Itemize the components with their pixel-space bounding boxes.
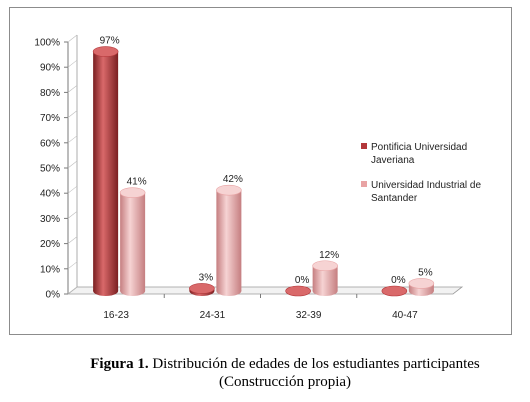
bar-40-47-series1 — [381, 285, 408, 297]
y-tick-label: 90% — [40, 63, 60, 74]
y-tick-depth — [67, 85, 78, 93]
y-tick-depth — [67, 59, 78, 68]
data-label: 5% — [418, 267, 433, 278]
x-tick-label: 16-23 — [103, 310, 129, 321]
y-tick-depth — [67, 211, 78, 219]
y-tick-depth — [67, 135, 78, 144]
bar-40-47-series2 — [408, 278, 435, 296]
legend-label-series1: Pontificia Universidad Javeriana — [371, 142, 467, 166]
bar-32-39-series1 — [285, 285, 311, 297]
x-tick-label: 24-31 — [200, 310, 226, 321]
caption-label: Figura 1. — [90, 356, 149, 372]
y-tick-label: 80% — [40, 88, 60, 99]
y-tick-depth — [67, 110, 78, 118]
data-label: 41% — [127, 177, 147, 188]
chart-frame: 0% 10% 20% 30% 40% 50% 60% 70% 80% 90% 100% 16-23 97… — [9, 7, 512, 335]
bar-24-31-series1 — [189, 283, 215, 296]
bar-24-31-series2 — [216, 184, 242, 296]
caption-text: Distribución de edades de los estudiante… — [148, 356, 480, 372]
y-tick-label: 0% — [46, 290, 61, 301]
legend-swatch-series2 — [361, 181, 367, 187]
bar-top — [381, 285, 408, 297]
y-tick-label: 70% — [40, 113, 60, 124]
x-tick-label: 40-47 — [392, 310, 418, 321]
y-tick-label: 20% — [40, 239, 60, 250]
bar-top — [216, 184, 242, 196]
bar-top — [285, 285, 311, 297]
bar-chart: 0% 10% 20% 30% 40% 50% 60% 70% 80% 90% 100% 16-23 97… — [34, 34, 481, 321]
legend-label-series2: Universidad Industrial de Santander — [371, 180, 481, 204]
data-label: 42% — [223, 174, 243, 185]
y-tick-label: 100% — [34, 38, 60, 49]
y-tick-depth — [67, 185, 78, 194]
y-tick-label: 10% — [40, 264, 60, 275]
x-tick-label: 32-39 — [296, 310, 322, 321]
data-label: 12% — [319, 250, 339, 261]
data-label: 0% — [391, 275, 406, 286]
y-tick-label: 30% — [40, 214, 60, 225]
bar-top — [119, 187, 146, 198]
y-tick-depth — [67, 286, 78, 295]
bar-top — [312, 260, 338, 272]
bar-16-23-series2 — [119, 187, 146, 296]
figure-caption: Figura 1. Distribución de edades de los … — [40, 355, 530, 391]
y-tick-depth — [67, 34, 78, 43]
y-tick-label: 50% — [40, 164, 60, 175]
data-label: 0% — [295, 275, 310, 286]
bar-body — [216, 190, 242, 291]
bar-top — [189, 283, 215, 294]
bar-top — [92, 46, 119, 57]
bar-16-23-series1 — [92, 46, 119, 296]
bar-body — [93, 51, 119, 292]
data-label: 3% — [199, 272, 214, 283]
y-tick-label: 40% — [40, 189, 60, 200]
bar-top — [408, 278, 435, 289]
data-label: 97% — [100, 36, 120, 47]
y-tick-depth — [67, 236, 78, 244]
legend-swatch-series1 — [361, 143, 367, 149]
bar-32-39-series2 — [312, 260, 338, 296]
y-tick-depth — [67, 261, 78, 270]
y-tick-depth — [67, 160, 78, 169]
bar-body — [120, 192, 146, 291]
y-tick-label: 60% — [40, 138, 60, 149]
caption-source: (Construcción propia) — [218, 374, 352, 390]
